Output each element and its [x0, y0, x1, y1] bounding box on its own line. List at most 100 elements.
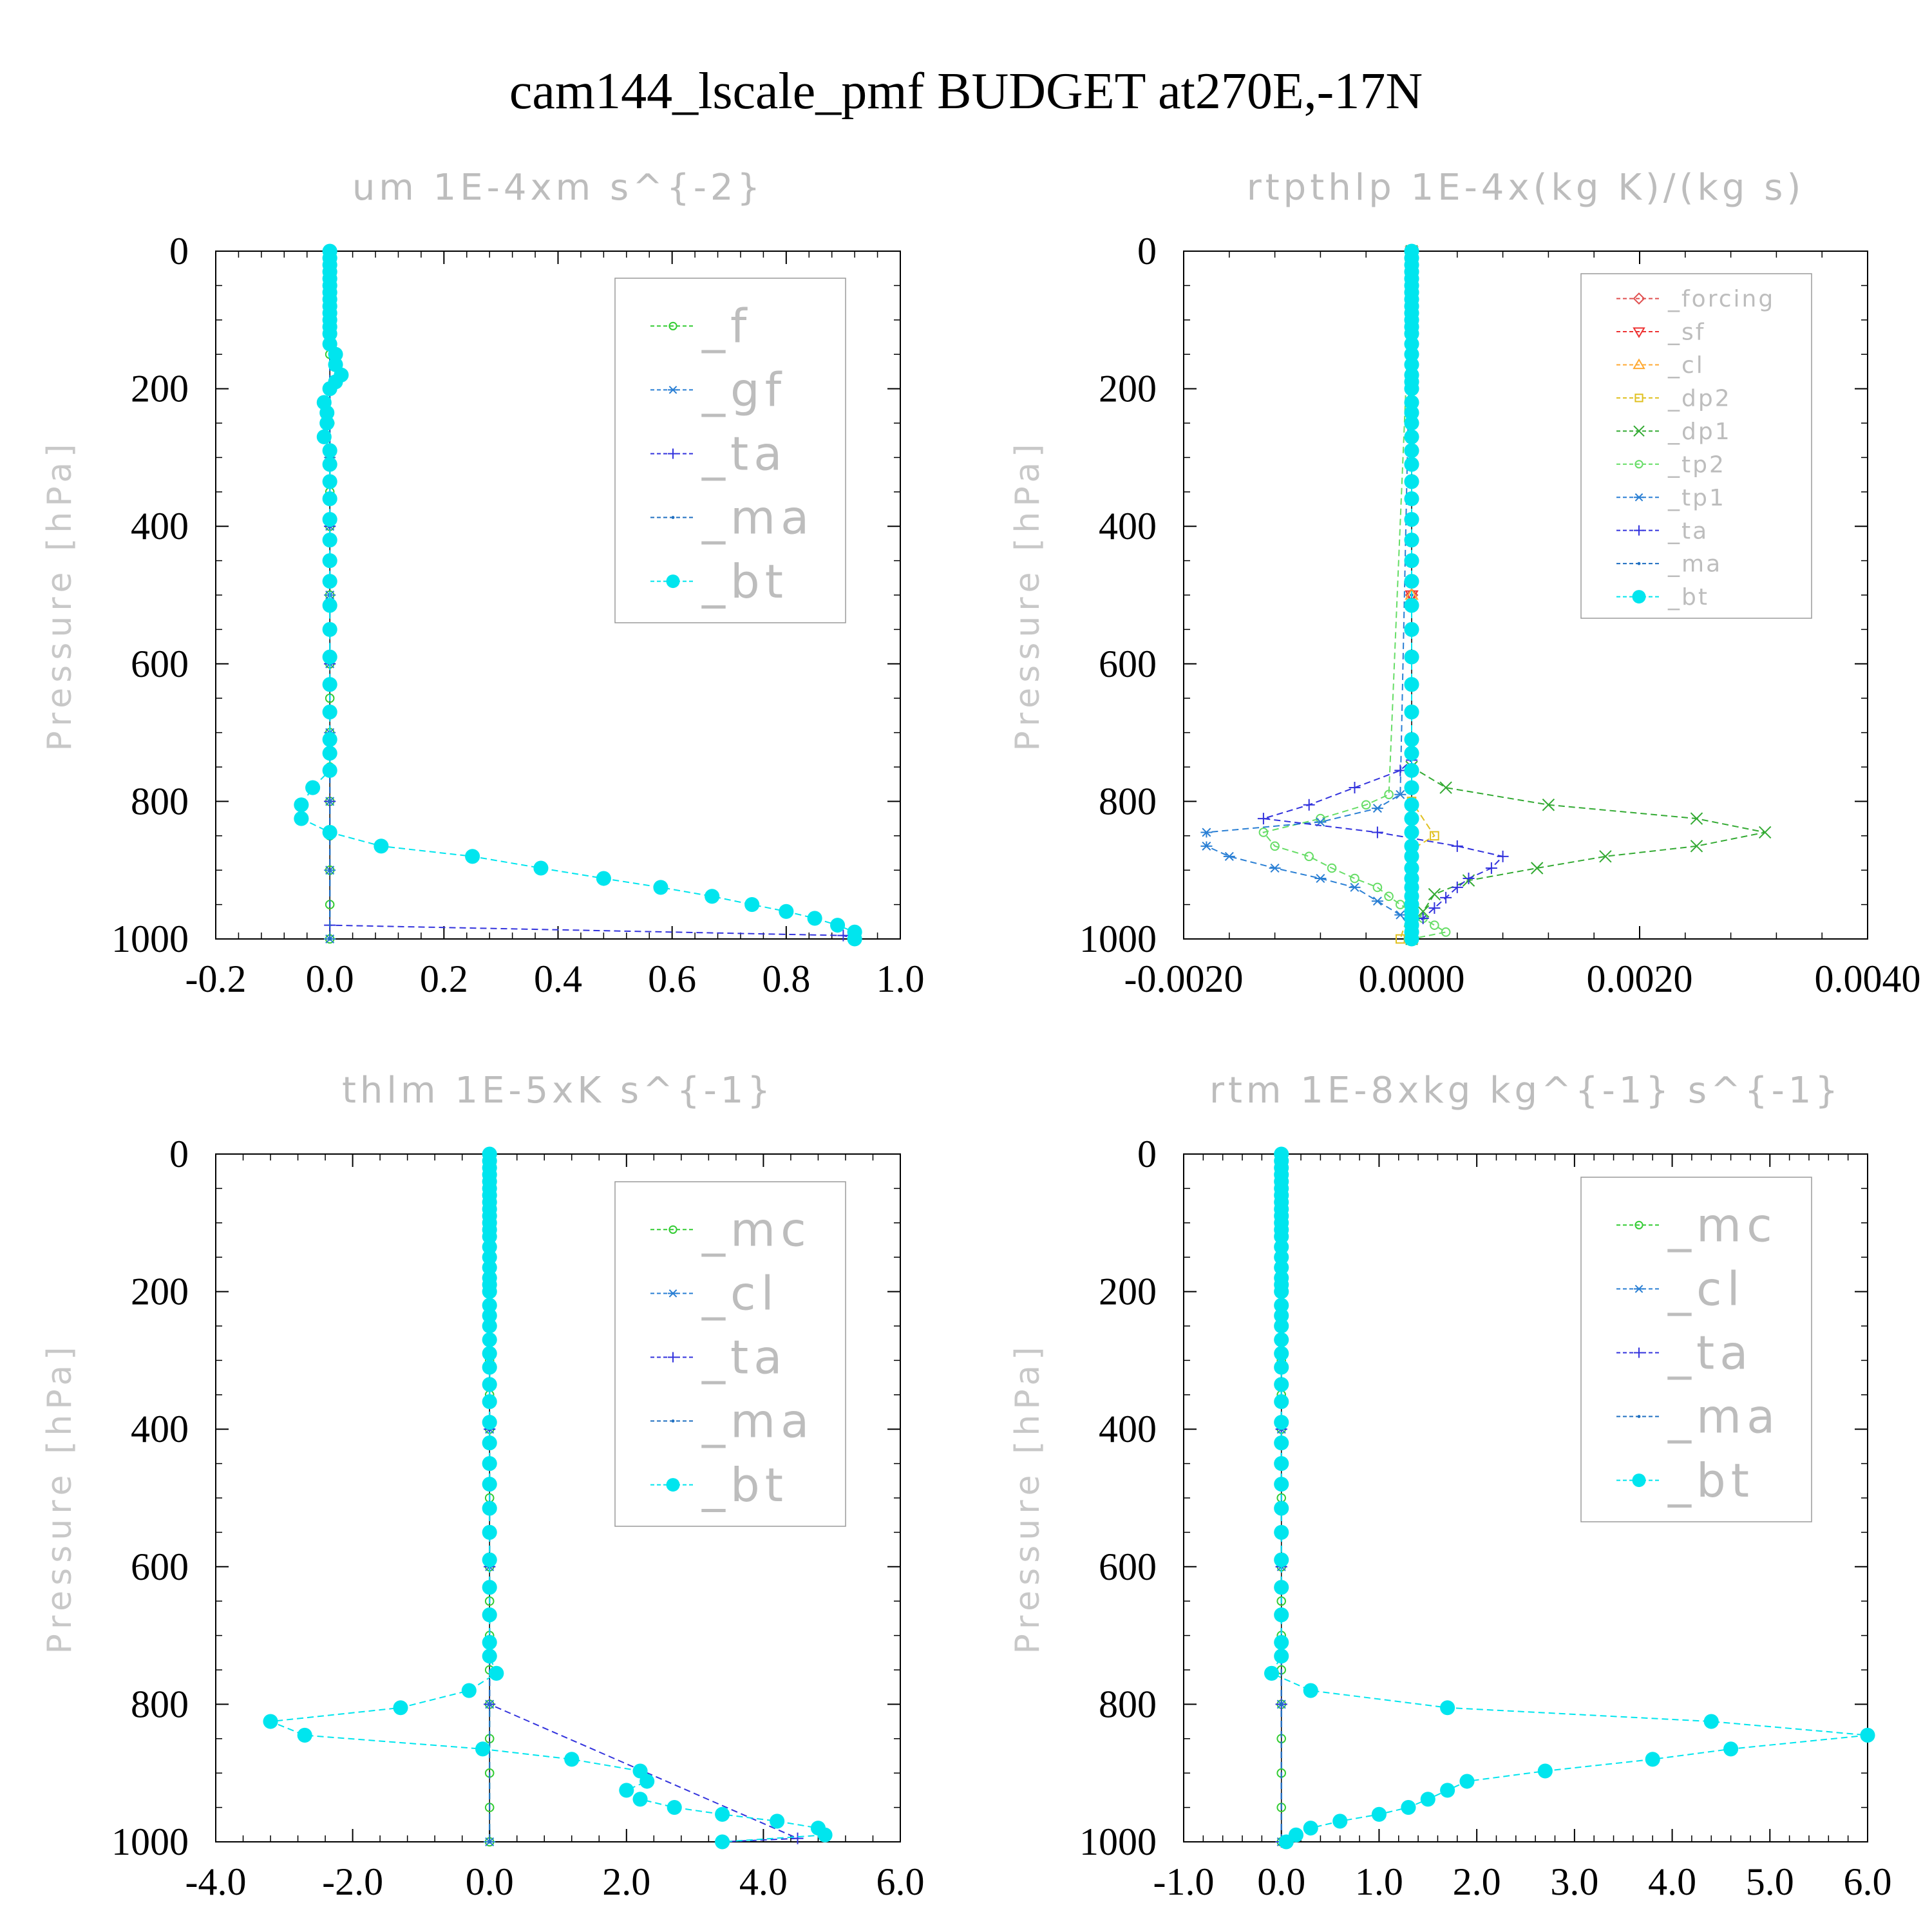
data-point [319, 405, 335, 421]
legend-marker [668, 1225, 677, 1234]
data-point [564, 1752, 580, 1767]
legend-label: _cl [1667, 1262, 1745, 1316]
legend: _mc _cl _ta _ma _bt [1580, 1177, 1812, 1522]
data-point [461, 1683, 477, 1698]
legend-marker [668, 1352, 678, 1363]
data-point [322, 553, 337, 569]
data-point [328, 799, 332, 804]
data-point [488, 1702, 491, 1707]
data-point [1404, 381, 1419, 397]
data-point [482, 1332, 497, 1347]
y-tick-label: 200 [1099, 1271, 1157, 1313]
legend-label: _ma [1667, 1390, 1780, 1444]
data-point [482, 1318, 497, 1334]
x-tick-label: 0.0020 [1587, 958, 1693, 1000]
legend-label: _cl [1667, 352, 1705, 379]
series-bt [263, 1146, 833, 1850]
data-point [1439, 781, 1452, 794]
data-point [322, 574, 337, 589]
data-point [1485, 862, 1497, 874]
data-point [1690, 812, 1703, 825]
y-tick-label: 400 [131, 1408, 189, 1450]
panels: um 1E-4xm s^{-2} Pressure [hPa] -0.2 0.0 0.2… [41, 167, 1921, 1903]
data-point [1274, 1332, 1289, 1347]
data-point [1404, 598, 1419, 613]
data-point [1404, 621, 1419, 637]
data-point [837, 929, 849, 942]
legend-label: _sf [1667, 319, 1705, 346]
series-line [1262, 251, 1448, 940]
y-tick-label: 600 [1099, 643, 1157, 685]
data-point [482, 1580, 497, 1595]
data-point [319, 415, 335, 431]
data-point [263, 1714, 278, 1729]
series-tp1 [1200, 246, 1417, 944]
data-point [482, 1359, 497, 1375]
data-point [322, 511, 337, 527]
figure-title: cam144_lscale_pmf BUDGET at270E,-17N [509, 63, 1423, 120]
data-point [1274, 1414, 1289, 1430]
series-tp2 [1258, 246, 1451, 944]
data-point [328, 346, 343, 362]
data-point [1274, 1239, 1289, 1255]
x-tick-label: 0.0040 [1815, 958, 1921, 1000]
legend-marker [1632, 590, 1646, 604]
legend-label: _ta [1667, 1326, 1753, 1380]
legend-marker [1634, 525, 1644, 536]
data-point [1420, 1792, 1435, 1807]
data-point [1304, 851, 1314, 862]
data-point [1257, 813, 1269, 825]
data-point [1270, 841, 1280, 851]
data-point [1459, 1774, 1475, 1789]
legend-marker [671, 516, 675, 519]
y-tick-label: 0 [1137, 230, 1157, 272]
x-tick-label: 0.0000 [1359, 958, 1465, 1000]
data-point [1404, 336, 1419, 352]
x-tick-label: 4.0 [739, 1861, 788, 1903]
legend-marker [1637, 562, 1641, 565]
data-point [1404, 415, 1419, 431]
legend-marker [668, 1289, 678, 1298]
data-point [1274, 1649, 1289, 1664]
data-point [1758, 826, 1772, 839]
legend-marker [1637, 1415, 1641, 1418]
data-point [1404, 860, 1419, 876]
legend-label: _ta [701, 1331, 787, 1385]
data-point [1497, 850, 1509, 862]
data-point [1645, 1752, 1660, 1767]
data-point [1274, 1580, 1289, 1595]
series-bt [1264, 1146, 1875, 1850]
data-point [1394, 764, 1406, 777]
data-point [1430, 831, 1439, 841]
data-point [1537, 1763, 1553, 1779]
data-point [1404, 326, 1419, 341]
data-point [1440, 1783, 1455, 1798]
data-point [1404, 797, 1419, 813]
data-point [1401, 1800, 1416, 1815]
legend-marker [666, 574, 680, 589]
legend-box [614, 278, 846, 623]
x-tick-label: -4.0 [185, 1861, 247, 1903]
data-point [1860, 1727, 1875, 1743]
panel-title: um 1E-4xm s^{-2} [352, 167, 764, 209]
data-point [1274, 1308, 1289, 1323]
data-point [1703, 1714, 1719, 1729]
data-point [1440, 891, 1452, 904]
data-point [1349, 782, 1361, 794]
legend-label: _f [701, 299, 752, 354]
data-point [847, 931, 862, 947]
data-point [667, 1800, 682, 1815]
panel-title: rtm 1E-8xkg kg^{-1} s^{-1} [1209, 1070, 1842, 1112]
data-point [322, 457, 337, 472]
data-point [482, 1308, 497, 1323]
data-point [322, 824, 337, 840]
data-point [1463, 873, 1475, 885]
legend-marker [668, 386, 678, 394]
data-point [1371, 804, 1383, 813]
data-point [1258, 828, 1269, 837]
data-point [1404, 574, 1419, 589]
data-point [1404, 931, 1419, 947]
data-point [705, 889, 720, 904]
data-point [1274, 1298, 1289, 1313]
panel-2: rtpthlp 1E-4x(kg K)/(kg s) Pressure [hPa]… [1009, 167, 1921, 1000]
